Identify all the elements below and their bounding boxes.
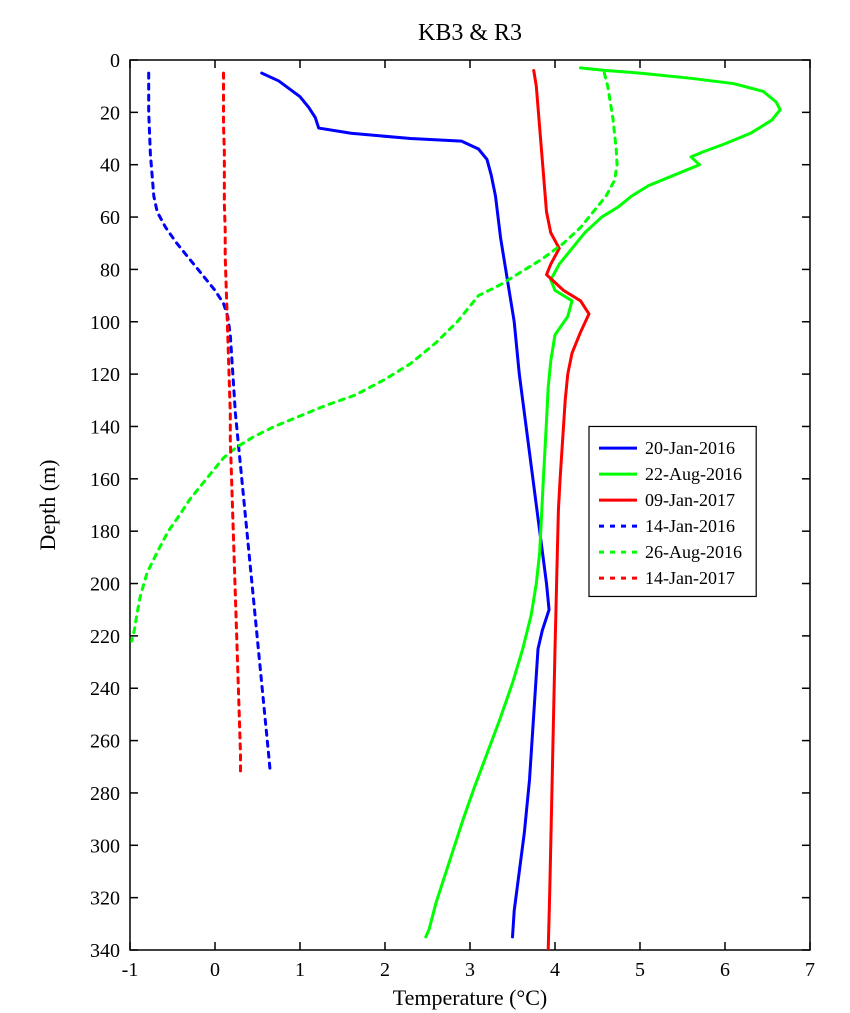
svg-text:240: 240: [90, 678, 120, 700]
chart-container: -1 0 1 2 3 4 5 6 7 0 20 40 60 80 100 120 140 160 180 200 220…: [0, 0, 850, 1013]
svg-text:220: 220: [90, 626, 120, 648]
svg-text:7: 7: [805, 959, 815, 981]
svg-text:300: 300: [90, 835, 120, 857]
svg-text:0: 0: [210, 959, 220, 981]
svg-text:260: 260: [90, 731, 120, 753]
legend-label: 26-Aug-2016: [645, 542, 742, 562]
svg-text:120: 120: [90, 364, 120, 386]
svg-text:3: 3: [465, 959, 475, 981]
svg-text:40: 40: [100, 155, 120, 177]
legend-label: 20-Jan-2016: [645, 438, 735, 458]
svg-text:5: 5: [635, 959, 645, 981]
svg-text:140: 140: [90, 416, 120, 438]
svg-text:-1: -1: [122, 959, 139, 981]
legend-label: 09-Jan-2017: [645, 490, 735, 510]
legend-label: 14-Jan-2017: [645, 568, 735, 588]
y-axis-label: Depth (m): [35, 459, 60, 550]
svg-text:1: 1: [295, 959, 305, 981]
svg-text:6: 6: [720, 959, 730, 981]
legend-label: 22-Aug-2016: [645, 464, 742, 484]
svg-text:0: 0: [110, 50, 120, 72]
svg-text:320: 320: [90, 888, 120, 910]
svg-text:2: 2: [380, 959, 390, 981]
svg-text:180: 180: [90, 521, 120, 543]
x-axis-label: Temperature (°C): [393, 985, 547, 1010]
svg-text:80: 80: [100, 259, 120, 281]
svg-text:4: 4: [550, 959, 560, 981]
svg-text:100: 100: [90, 312, 120, 334]
chart-title: KB3 & R3: [418, 20, 522, 46]
legend-label: 14-Jan-2016: [645, 516, 735, 536]
depth-temperature-chart: -1 0 1 2 3 4 5 6 7 0 20 40 60 80 100 120 140 160 180 200 220…: [0, 0, 850, 1013]
svg-text:280: 280: [90, 783, 120, 805]
svg-text:60: 60: [100, 207, 120, 229]
svg-text:340: 340: [90, 940, 120, 962]
svg-text:200: 200: [90, 574, 120, 596]
svg-text:20: 20: [100, 102, 120, 124]
svg-text:160: 160: [90, 469, 120, 491]
